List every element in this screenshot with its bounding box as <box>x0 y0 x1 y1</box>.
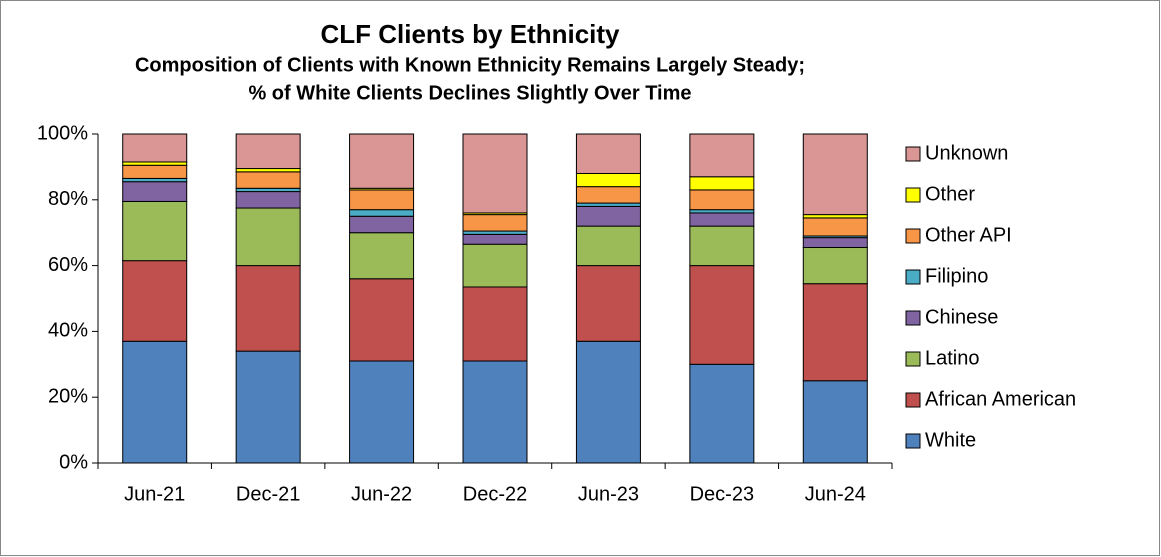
bar-segment <box>122 133 188 163</box>
legend-label: Other API <box>925 224 1012 246</box>
bar-segment <box>349 215 415 234</box>
bar-segment <box>235 207 301 267</box>
bar-segment <box>349 209 415 217</box>
bar-segment <box>802 237 868 249</box>
bar-segment <box>575 172 641 188</box>
bar-segment <box>689 212 755 227</box>
bar-segment <box>575 265 641 342</box>
bar-segment <box>122 181 188 202</box>
bar-segment <box>575 205 641 227</box>
y-tick-label: 0% <box>59 451 88 473</box>
bar-segment <box>122 340 188 464</box>
x-tick-label: Jun-21 <box>124 483 185 505</box>
legend-swatch <box>905 433 921 449</box>
bar-segment <box>689 189 755 211</box>
bar-segment <box>802 380 868 464</box>
bar-segment <box>122 200 188 262</box>
bar-segment <box>689 363 755 464</box>
legend-label: White <box>925 429 976 451</box>
legend-swatch <box>905 310 921 326</box>
y-tick-label: 20% <box>48 385 88 407</box>
legend-swatch <box>905 187 921 203</box>
legend-swatch <box>905 269 921 285</box>
bar-segment <box>689 265 755 365</box>
legend-label: Other <box>925 183 975 205</box>
bar-segment <box>462 214 528 232</box>
bar-segment <box>462 133 528 214</box>
bar-segment <box>575 133 641 174</box>
legend-label: Chinese <box>925 306 998 328</box>
x-tick-label: Jun-22 <box>351 483 412 505</box>
bar-segment <box>235 171 301 189</box>
x-tick-label: Jun-23 <box>578 483 639 505</box>
bar-segment <box>802 133 868 216</box>
bar-segment <box>462 243 528 288</box>
bar-segment <box>689 225 755 267</box>
bar-segment <box>802 283 868 382</box>
legend-swatch <box>905 392 921 408</box>
x-tick-label: Dec-22 <box>463 483 527 505</box>
bar-segment <box>462 233 528 245</box>
bar-segment <box>235 350 301 464</box>
bar-segment <box>235 191 301 209</box>
bar-segment <box>689 133 755 178</box>
y-tick-label: 40% <box>48 320 88 342</box>
bar-segment <box>235 133 301 170</box>
bar-segment <box>802 217 868 237</box>
legend-label: Latino <box>925 347 980 369</box>
legend-label: Filipino <box>925 265 988 287</box>
bar-segment <box>575 225 641 267</box>
bar-segment <box>349 189 415 211</box>
chart-title: CLF Clients by Ethnicity <box>320 19 620 49</box>
bar-segment <box>235 265 301 352</box>
bar-segment <box>462 360 528 464</box>
bar-segment <box>575 340 641 464</box>
legend-swatch <box>905 228 921 244</box>
bar-segment <box>689 176 755 191</box>
legend-swatch <box>905 146 921 162</box>
x-tick-label: Dec-23 <box>690 483 754 505</box>
legend-label: Unknown <box>925 142 1008 164</box>
y-tick-label: 100% <box>37 122 88 144</box>
bar-segment <box>575 186 641 204</box>
bar-segment <box>122 164 188 179</box>
bar-segment <box>349 360 415 464</box>
chart-subtitle: % of White Clients Declines Slightly Ove… <box>248 82 691 104</box>
x-tick-label: Dec-21 <box>236 483 300 505</box>
bar-segment <box>122 260 188 342</box>
y-tick-label: 80% <box>48 188 88 210</box>
bar-segment <box>349 278 415 362</box>
bar-segment <box>349 232 415 280</box>
legend-swatch <box>905 351 921 367</box>
bar-segment <box>349 133 415 189</box>
legend-label: African American <box>925 388 1076 410</box>
bar-segment <box>802 247 868 285</box>
chart-subtitle: Composition of Clients with Known Ethnic… <box>135 54 805 76</box>
y-tick-label: 60% <box>48 254 88 276</box>
bar-segment <box>462 286 528 362</box>
x-tick-label: Jun-24 <box>805 483 866 505</box>
